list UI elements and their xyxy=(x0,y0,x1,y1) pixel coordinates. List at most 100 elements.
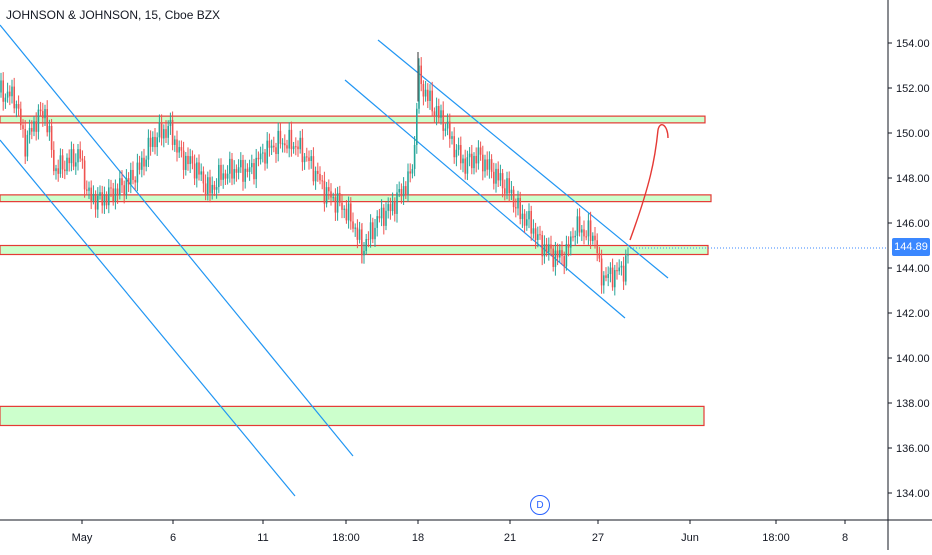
candle-body xyxy=(94,193,97,210)
candle-body xyxy=(244,168,246,182)
candle-body xyxy=(55,168,57,172)
candle-body xyxy=(405,186,407,195)
candle-body xyxy=(174,139,176,145)
candle-body xyxy=(471,153,473,169)
candle-body xyxy=(152,136,154,147)
candle-body xyxy=(61,155,64,170)
candle-body xyxy=(92,193,95,201)
candle-body xyxy=(295,146,297,148)
y-tick-label: 136.00 xyxy=(896,443,930,455)
support-resistance-zone xyxy=(0,194,712,203)
candle-body xyxy=(125,178,128,195)
candle-body xyxy=(176,139,178,153)
candle-body xyxy=(394,201,396,214)
candle-body xyxy=(457,145,460,150)
candle-body xyxy=(400,189,403,197)
candle-body xyxy=(9,91,11,97)
candle-body xyxy=(15,104,18,109)
candle-body xyxy=(519,197,521,220)
candle-body xyxy=(321,180,323,182)
y-tick-label: 142.00 xyxy=(896,308,930,320)
candle-body xyxy=(380,207,383,219)
candle-body xyxy=(427,89,429,101)
candle-body xyxy=(618,267,620,272)
x-tick-label: 8 xyxy=(842,532,848,544)
candle-body xyxy=(391,201,394,212)
symbol-title: JOHNSON & JOHNSON, 15, Cboe BZX xyxy=(6,8,221,22)
candle-body xyxy=(81,158,84,161)
candle-body xyxy=(257,157,260,160)
candle-body xyxy=(537,234,539,241)
candle-body xyxy=(13,86,15,109)
candle-body xyxy=(292,146,295,150)
candle-body xyxy=(517,197,519,209)
candle-body xyxy=(224,173,227,179)
candle-body xyxy=(171,119,174,145)
candle-body xyxy=(48,125,51,133)
candle-body xyxy=(97,195,99,210)
candle-body xyxy=(468,153,471,158)
candle-body xyxy=(42,111,44,119)
candle-body xyxy=(548,244,550,252)
candle-body xyxy=(473,155,475,169)
candle-body xyxy=(233,169,235,179)
candle-body xyxy=(169,119,172,127)
candle-body xyxy=(435,106,438,117)
candlesticks xyxy=(0,52,629,296)
x-tick-label: 18:00 xyxy=(762,532,790,544)
candle-body xyxy=(603,275,605,286)
candle-body xyxy=(550,244,552,249)
candle-body xyxy=(167,126,169,138)
candle-body xyxy=(211,184,213,194)
candle-body xyxy=(37,109,40,132)
y-tick-label: 148.00 xyxy=(896,173,930,185)
candle-body xyxy=(277,130,279,155)
candle-body xyxy=(242,159,244,182)
channel-line xyxy=(0,139,296,497)
candle-body xyxy=(275,147,277,155)
candle-body xyxy=(387,204,389,211)
candle-body xyxy=(222,173,224,180)
x-tick-label: 18:00 xyxy=(332,532,360,544)
candle-body xyxy=(325,187,328,204)
candle-body xyxy=(240,159,242,168)
candle-body xyxy=(130,169,132,185)
candle-body xyxy=(31,127,33,132)
candle-body xyxy=(323,180,326,204)
candle-body xyxy=(70,149,73,164)
candle-body xyxy=(499,173,502,181)
candle-body xyxy=(367,239,370,241)
candle-body xyxy=(279,130,282,144)
candle-body xyxy=(596,240,598,254)
candle-body xyxy=(449,121,451,139)
candle-body xyxy=(297,146,299,150)
candle-body xyxy=(587,220,590,237)
x-tick-label: 11 xyxy=(257,532,268,544)
candle-body xyxy=(570,236,572,248)
candle-body xyxy=(121,178,123,186)
candle-body xyxy=(501,173,504,189)
candle-body xyxy=(378,216,381,219)
channel-line xyxy=(377,39,669,279)
candle-body xyxy=(620,265,623,268)
candle-body xyxy=(145,159,147,167)
candle-body xyxy=(411,168,414,174)
dividend-marker[interactable]: D xyxy=(530,495,550,515)
candle-body xyxy=(482,154,484,172)
candle-body xyxy=(330,191,332,198)
candle-body xyxy=(119,178,121,196)
candle-body xyxy=(136,162,139,183)
candle-body xyxy=(521,213,524,220)
candle-body xyxy=(438,106,440,118)
candle-body xyxy=(528,210,530,220)
candle-body xyxy=(182,150,185,170)
candle-body xyxy=(532,228,535,234)
candle-body xyxy=(554,250,557,267)
candle-body xyxy=(75,162,77,167)
support-resistance-zone xyxy=(0,244,709,256)
candle-body xyxy=(59,155,62,174)
candle-body xyxy=(273,145,275,148)
candle-body xyxy=(79,149,81,159)
